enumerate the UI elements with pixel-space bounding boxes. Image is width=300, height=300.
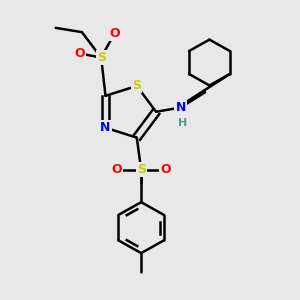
Text: S: S	[132, 80, 141, 92]
Text: N: N	[176, 101, 186, 114]
Text: O: O	[74, 47, 85, 60]
Text: H: H	[178, 118, 187, 128]
Text: O: O	[111, 164, 122, 176]
Text: N: N	[100, 121, 111, 134]
Text: S: S	[137, 164, 146, 176]
Text: O: O	[160, 164, 171, 176]
Text: O: O	[109, 27, 120, 40]
Text: S: S	[97, 51, 106, 64]
